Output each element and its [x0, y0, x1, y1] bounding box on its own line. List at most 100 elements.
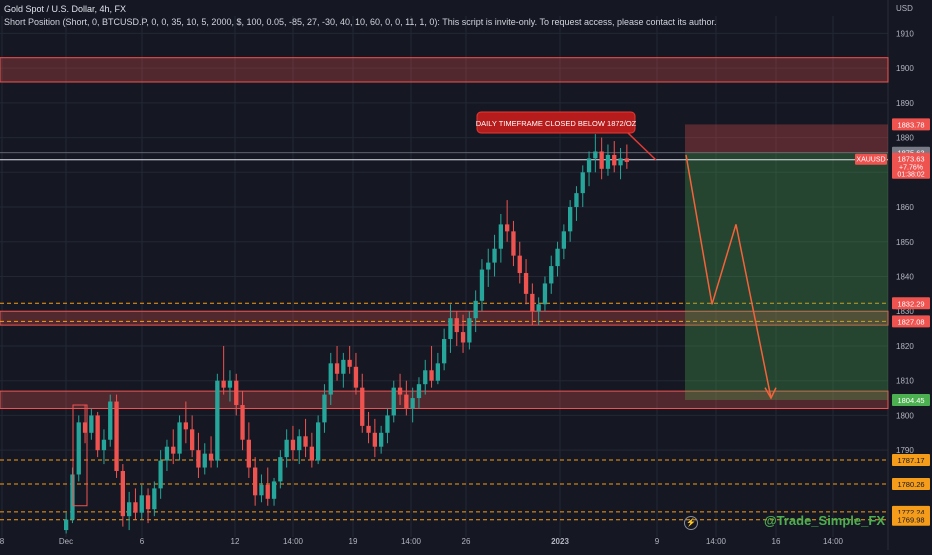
- candle-body: [473, 300, 478, 319]
- candle-body: [164, 446, 170, 461]
- symbol-title[interactable]: Gold Spot / U.S. Dollar, 4h, FX: [4, 4, 127, 14]
- candle-body: [416, 384, 422, 399]
- x-tick-label: 12: [231, 537, 240, 546]
- x-tick-label: 8: [0, 537, 5, 546]
- y-tick-label: 1790: [896, 446, 914, 455]
- candle-body: [479, 269, 485, 301]
- y-tick-label: 1800: [896, 411, 914, 420]
- y-tick-label: 1890: [896, 99, 914, 108]
- stop-loss-box: [685, 124, 888, 153]
- candle-body: [183, 422, 188, 430]
- candle-body: [486, 262, 491, 270]
- candle-body: [328, 363, 333, 395]
- candle-body: [360, 387, 365, 426]
- current-price-countdown: 01:38:02: [897, 172, 924, 179]
- candle-body: [341, 359, 346, 374]
- y-tick-label: 1860: [896, 203, 914, 212]
- candle-body: [410, 398, 415, 409]
- candle-body: [139, 495, 144, 513]
- candle-body: [549, 266, 554, 284]
- symbol-tag-bg: [855, 153, 887, 165]
- indicator-legend[interactable]: Short Position (Short, 0, BTCUSD.P, 0, 0…: [4, 17, 717, 27]
- current-price-badge: [892, 152, 930, 179]
- candle-body: [177, 422, 182, 454]
- candle-body: [227, 380, 233, 388]
- candle-body: [303, 436, 308, 447]
- candle-body: [523, 273, 529, 294]
- candle-body: [555, 248, 560, 267]
- candle-body: [612, 154, 617, 166]
- supply-demand-zone: [0, 390, 889, 409]
- candle-body: [171, 446, 176, 454]
- candle-body: [309, 446, 314, 461]
- price-label-bg: [892, 477, 930, 490]
- price-label: 1827.08: [897, 317, 924, 326]
- candle-body: [215, 380, 220, 461]
- x-tick-label: 14:00: [283, 537, 304, 546]
- candle-body: [404, 394, 409, 409]
- candle-body: [290, 439, 296, 451]
- candle-body: [511, 231, 516, 256]
- candle-body: [82, 422, 88, 433]
- x-tick-label: 14:00: [706, 537, 727, 546]
- y-tick-label: 1810: [896, 377, 914, 386]
- x-tick-label: 9: [655, 537, 660, 546]
- candle-body: [536, 304, 541, 312]
- candle-body: [542, 283, 548, 305]
- candle-body: [492, 248, 497, 263]
- candle-body: [240, 405, 245, 440]
- candle-body: [152, 488, 157, 510]
- candle-body: [442, 339, 447, 364]
- candle-body: [391, 387, 396, 416]
- candle-body: [334, 363, 340, 374]
- currency-label: USD: [896, 4, 913, 13]
- candle-body: [246, 439, 251, 468]
- candle-body: [561, 231, 566, 249]
- watermark: @Trade_Simple_FX: [763, 513, 885, 528]
- candle-body: [265, 484, 270, 499]
- x-tick-label: 14:00: [401, 537, 422, 546]
- x-tick-label: 6: [140, 537, 145, 546]
- candle-body: [322, 394, 327, 423]
- candle-body: [454, 318, 459, 333]
- candle-body: [284, 439, 289, 458]
- price-label: 1787.17: [897, 456, 924, 465]
- candle-body: [101, 439, 107, 451]
- candle-body: [64, 519, 69, 531]
- candle-body: [145, 495, 151, 510]
- candle-body: [158, 460, 163, 489]
- candle-body: [372, 432, 377, 447]
- candle-body: [467, 318, 472, 343]
- candle-body: [505, 224, 510, 232]
- candle-body: [517, 255, 522, 274]
- candle-body: [435, 363, 440, 381]
- candle-body: [196, 450, 201, 468]
- candle-body: [568, 207, 573, 232]
- annotation-pointer: [627, 132, 657, 161]
- price-label: 1804.45: [897, 396, 924, 405]
- candle-body: [586, 158, 592, 173]
- candle-body: [448, 318, 453, 340]
- y-tick-label: 1830: [896, 307, 914, 316]
- price-label: 1772.24: [897, 508, 924, 517]
- symbol-tag: XAUUSD: [856, 157, 885, 164]
- take-profit-box: [685, 152, 888, 400]
- x-tick-label: 19: [349, 537, 358, 546]
- candle-body: [605, 154, 611, 169]
- candle-body: [234, 380, 239, 406]
- annotation-text: DAILY TIMEFRAME CLOSED BELOW 1872/OZ: [476, 119, 637, 128]
- x-tick-label: 26: [462, 537, 471, 546]
- price-label: 1883.78: [897, 120, 924, 129]
- candle-body: [208, 453, 214, 461]
- candle-body: [278, 457, 283, 482]
- price-label: 1832.29: [897, 299, 924, 308]
- candle-body: [316, 422, 321, 461]
- candle-body: [120, 471, 125, 517]
- x-tick-label: Dec: [59, 537, 73, 546]
- price-label-bg: [892, 513, 930, 526]
- candle-body: [397, 387, 403, 395]
- candle-body: [429, 370, 434, 381]
- lightning-icon[interactable]: ⚡: [684, 516, 698, 530]
- annotation-callout[interactable]: DAILY TIMEFRAME CLOSED BELOW 1872/OZ: [476, 111, 657, 161]
